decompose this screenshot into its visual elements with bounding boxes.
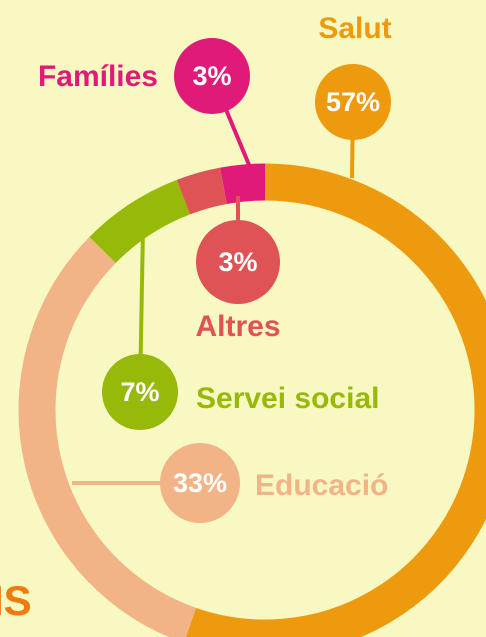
value-label: 57%: [326, 87, 380, 117]
category-label: Educació: [255, 469, 388, 502]
donut-segment: [18, 237, 197, 637]
value-label: 3%: [218, 247, 257, 277]
value-label: 7%: [120, 377, 159, 407]
value-bubble: [196, 220, 280, 304]
category-label: Altres: [195, 310, 280, 343]
value-bubble: [174, 38, 250, 114]
donut-segment: [220, 163, 266, 205]
category-label: Servei social: [196, 382, 379, 415]
value-label: 33%: [173, 468, 227, 498]
category-label: Salut: [318, 12, 391, 45]
category-label: Famílies: [38, 60, 158, 93]
value-label: 3%: [192, 61, 231, 91]
value-bubble: [102, 354, 178, 430]
value-bubble: [160, 443, 240, 523]
value-bubble: [315, 64, 391, 140]
donut-segment: [185, 163, 486, 637]
footer-text: IS: [0, 577, 32, 624]
donut-segment: [89, 179, 191, 264]
donut-segment: [176, 167, 228, 215]
